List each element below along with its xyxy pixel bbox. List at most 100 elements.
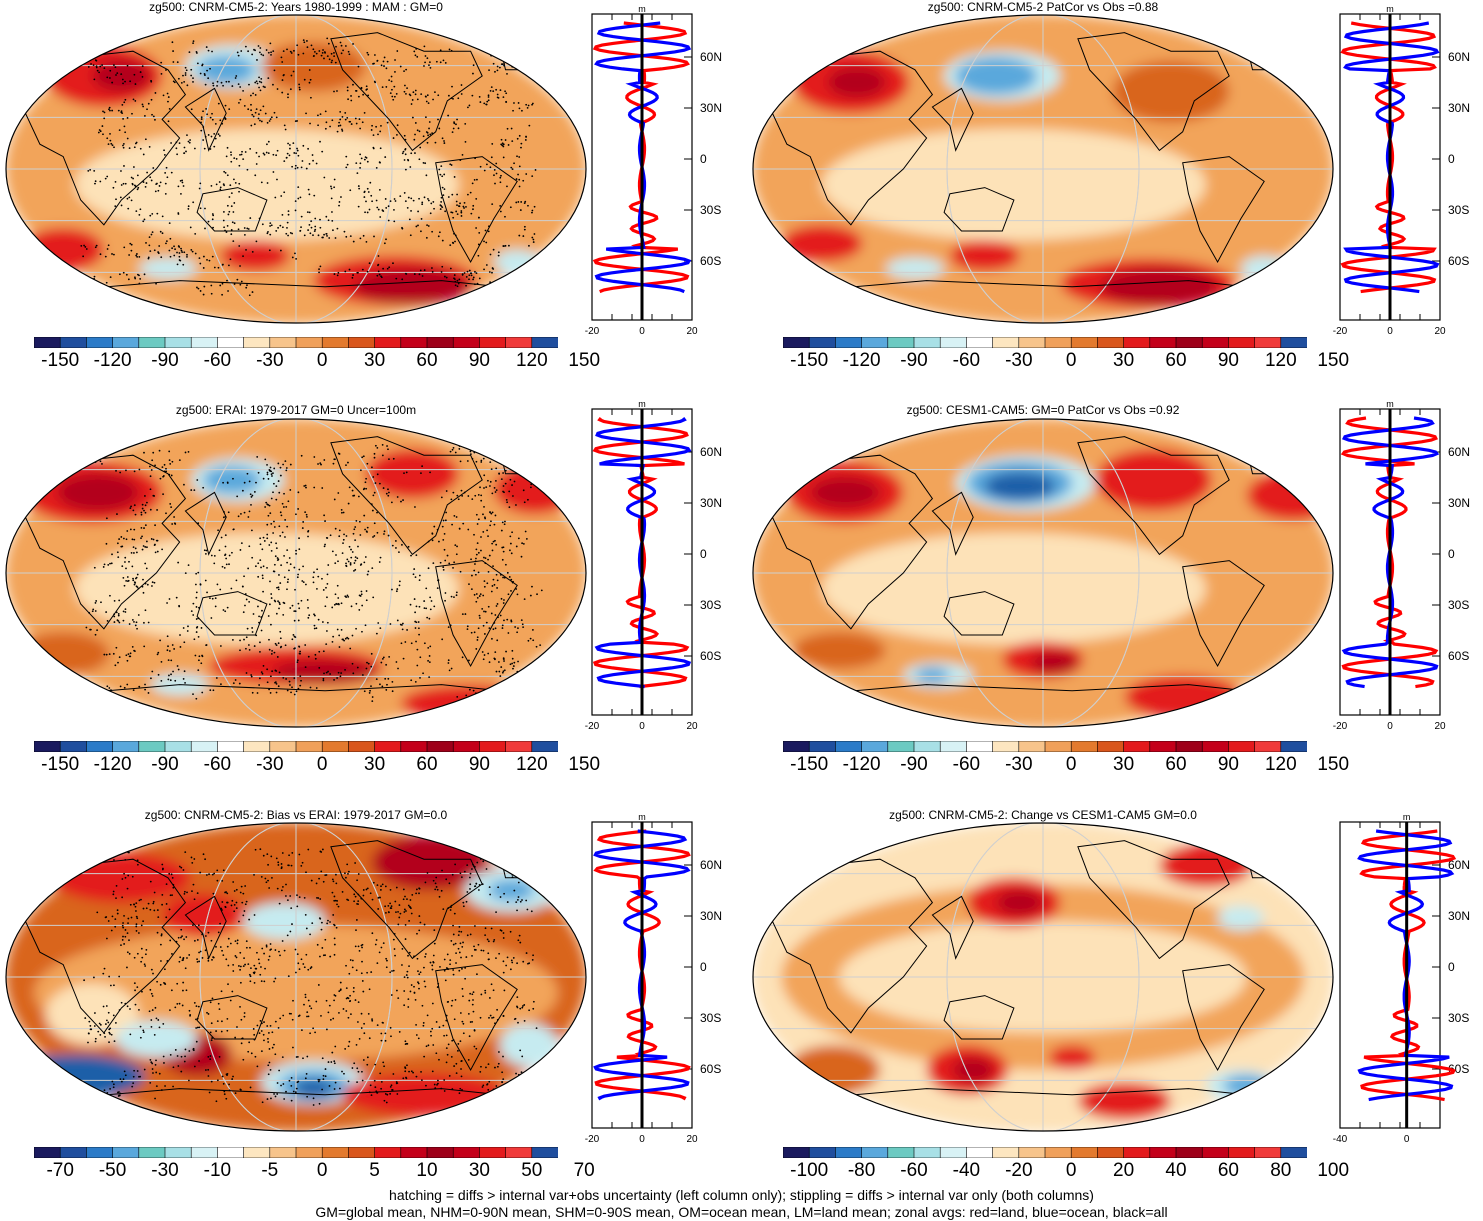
colorbar-swatch — [244, 337, 271, 348]
anomaly-region — [953, 1058, 994, 1083]
colorbar-swatch — [427, 337, 454, 348]
colorbar-tick: -30 — [151, 1160, 178, 1182]
colorbar-swatch — [401, 741, 428, 752]
latitude-tick-label: 60N — [700, 50, 722, 64]
colorbar-swatch — [296, 741, 323, 752]
panel-title: zg500: ERAI: 1979-2017 GM=0 Uncer=100m — [5, 403, 587, 417]
colorbar — [783, 1147, 1307, 1158]
colorbar-tick: 80 — [1270, 1160, 1291, 1182]
anomaly-region — [197, 56, 255, 84]
colorbar-swatch — [532, 741, 558, 752]
x-tick-label: 20 — [1434, 721, 1446, 732]
panel-title: zg500: CNRM-CM5-2: Bias vs ERAI: 1979-20… — [5, 808, 587, 822]
colorbar-swatch — [1281, 741, 1307, 752]
colorbar-swatch — [1045, 741, 1072, 752]
colorbar-swatch — [427, 1147, 454, 1158]
panel-title: zg500: CNRM-CM5-2: Years 1980-1999 : MAM… — [5, 0, 587, 14]
colorbar-swatch — [191, 1147, 218, 1158]
colorbar-swatch — [835, 337, 862, 348]
colorbar-tick: -30 — [256, 754, 283, 776]
colorbar-swatch — [809, 1147, 836, 1158]
colorbar-swatch — [348, 1147, 375, 1158]
latitude-tick-label: 30N — [700, 496, 722, 510]
colorbar-swatch — [217, 1147, 244, 1158]
colorbar-swatch — [1045, 337, 1072, 348]
colorbar-swatch — [348, 741, 375, 752]
colorbar-tick: 40 — [1165, 1160, 1186, 1182]
colorbar-swatch — [479, 337, 506, 348]
colorbar-tick: 0 — [317, 754, 328, 776]
colorbar-swatch — [34, 741, 61, 752]
colorbar-swatch — [1202, 1147, 1229, 1158]
colorbar-tick: -90 — [151, 350, 178, 372]
x-tick-label: 0 — [639, 326, 645, 337]
colorbar-tick: -60 — [204, 350, 231, 372]
anomaly-region — [822, 129, 1206, 241]
colorbar-tick: -120 — [94, 350, 132, 372]
colorbar-swatch — [1150, 741, 1177, 752]
colorbar-tick: -150 — [41, 350, 79, 372]
colorbar-swatch — [375, 337, 402, 348]
anomaly-region — [1031, 652, 1078, 674]
colorbar-tick: 150 — [568, 754, 600, 776]
x-tick-label: -20 — [585, 1134, 600, 1145]
anomaly-region — [915, 668, 950, 684]
colorbar — [34, 1147, 558, 1158]
colorbar-tick: -30 — [256, 350, 283, 372]
anomaly-region — [500, 1024, 558, 1067]
colorbar-tick: -20 — [1005, 1160, 1032, 1182]
colorbar-swatch — [1124, 741, 1151, 752]
anomaly-region — [494, 465, 575, 515]
unit-label: m — [638, 4, 646, 14]
colorbar-swatch — [506, 741, 533, 752]
anomaly-region — [22, 228, 103, 271]
colorbar-swatch — [244, 741, 271, 752]
colorbar-swatch — [34, 1147, 61, 1158]
colorbar-swatch — [1255, 337, 1282, 348]
anomaly-region — [950, 240, 1020, 271]
anomaly-region — [1049, 1045, 1096, 1070]
colorbar-swatch — [139, 741, 166, 752]
colorbar-tick: -10 — [204, 1160, 231, 1182]
colorbar-swatch — [1071, 741, 1098, 752]
latitude-tick-label: 0 — [1448, 152, 1455, 166]
colorbar-swatch — [1097, 1147, 1124, 1158]
footer-note-hatching: hatching = diffs > internal var+obs unce… — [0, 1187, 1483, 1204]
colorbar-tick: -100 — [790, 1160, 828, 1182]
anomaly-region — [116, 1020, 197, 1057]
anomaly-region — [985, 472, 1055, 500]
latitude-tick-label: 30S — [700, 1011, 721, 1025]
colorbar-swatch — [966, 741, 993, 752]
panel-title: zg500: CESM1-CAM5: GM=0 PatCor vs Obs =0… — [752, 403, 1334, 417]
x-tick-label: -20 — [585, 721, 600, 732]
colorbar-tick: -60 — [204, 754, 231, 776]
colorbar-swatch — [60, 741, 87, 752]
colorbar-swatch — [217, 741, 244, 752]
unit-label: m — [1403, 812, 1411, 822]
colorbar-swatch — [479, 741, 506, 752]
anomaly-region — [787, 1045, 880, 1095]
unit-label: m — [1386, 4, 1394, 14]
colorbar-tick: 30 — [364, 350, 385, 372]
world-map — [5, 14, 587, 324]
colorbar-swatch — [322, 741, 349, 752]
colorbar-tick: 5 — [369, 1160, 380, 1182]
colorbar-tick: 30 — [1113, 350, 1134, 372]
colorbar-swatch — [348, 337, 375, 348]
colorbar-swatch — [1071, 337, 1098, 348]
latitude-tick-label: 30S — [700, 203, 721, 217]
latitude-tick-label: 60S — [1448, 649, 1469, 663]
latitude-tick-label: 60S — [700, 1062, 721, 1076]
colorbar-swatch — [34, 337, 61, 348]
colorbar-tick: 90 — [469, 754, 490, 776]
anomaly-region — [343, 1073, 506, 1116]
anomaly-region — [996, 890, 1043, 915]
panel-title: zg500: CNRM-CM5-2 PatCor vs Obs =0.88 — [752, 0, 1334, 14]
latitude-tick-label: 30N — [1448, 101, 1470, 115]
colorbar-swatch — [1255, 741, 1282, 752]
colorbar-swatch — [506, 337, 533, 348]
latitude-tick-label: 60N — [1448, 445, 1470, 459]
colorbar-swatch — [191, 741, 218, 752]
